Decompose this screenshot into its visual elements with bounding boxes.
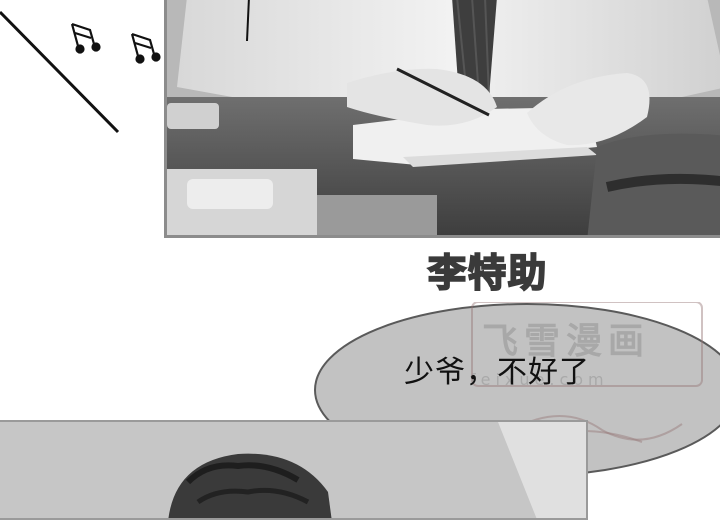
music-notes-decoration xyxy=(0,10,161,134)
office-man-illustration xyxy=(167,0,720,235)
watermark-title: 飞雪漫画 xyxy=(482,321,651,362)
music-note-icon xyxy=(70,22,101,54)
music-note-icon xyxy=(130,32,161,64)
speech-bubble-text: 少爷，不好了 xyxy=(404,355,590,390)
curly-hair-man-illustration xyxy=(0,422,586,518)
speaker-name-caption: 李特助 xyxy=(427,251,549,295)
effect-line xyxy=(0,10,120,134)
panel-curly-hair-man xyxy=(0,420,588,520)
panel-office-scene xyxy=(164,0,720,238)
watermark-url: feixue.com xyxy=(470,370,609,389)
